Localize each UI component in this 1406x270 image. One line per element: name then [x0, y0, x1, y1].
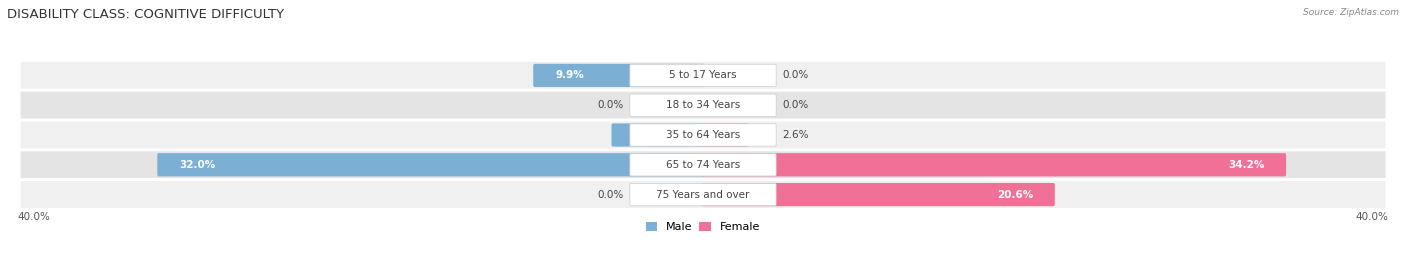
FancyBboxPatch shape: [20, 90, 1386, 120]
FancyBboxPatch shape: [630, 154, 776, 176]
Text: 40.0%: 40.0%: [17, 212, 51, 222]
Text: 0.0%: 0.0%: [782, 100, 808, 110]
FancyBboxPatch shape: [630, 64, 776, 87]
Text: 9.9%: 9.9%: [555, 70, 583, 80]
Text: 75 Years and over: 75 Years and over: [657, 190, 749, 200]
FancyBboxPatch shape: [630, 94, 776, 116]
FancyBboxPatch shape: [702, 153, 1286, 176]
Text: 32.0%: 32.0%: [179, 160, 215, 170]
Text: 65 to 74 Years: 65 to 74 Years: [666, 160, 740, 170]
Legend: Male, Female: Male, Female: [641, 217, 765, 237]
Text: 20.6%: 20.6%: [997, 190, 1033, 200]
Text: 2.6%: 2.6%: [782, 130, 808, 140]
FancyBboxPatch shape: [630, 124, 776, 146]
Text: 0.0%: 0.0%: [598, 190, 624, 200]
FancyBboxPatch shape: [157, 153, 704, 176]
Text: 34.2%: 34.2%: [1227, 160, 1264, 170]
FancyBboxPatch shape: [20, 180, 1386, 210]
FancyBboxPatch shape: [630, 183, 776, 206]
Text: 18 to 34 Years: 18 to 34 Years: [666, 100, 740, 110]
FancyBboxPatch shape: [533, 64, 704, 87]
FancyBboxPatch shape: [20, 120, 1386, 150]
Text: 5 to 17 Years: 5 to 17 Years: [669, 70, 737, 80]
Text: 0.0%: 0.0%: [782, 70, 808, 80]
Text: 35 to 64 Years: 35 to 64 Years: [666, 130, 740, 140]
FancyBboxPatch shape: [702, 183, 1054, 206]
Text: DISABILITY CLASS: COGNITIVE DIFFICULTY: DISABILITY CLASS: COGNITIVE DIFFICULTY: [7, 8, 284, 21]
Text: 0.0%: 0.0%: [598, 100, 624, 110]
FancyBboxPatch shape: [20, 60, 1386, 90]
Text: 40.0%: 40.0%: [1355, 212, 1389, 222]
FancyBboxPatch shape: [702, 123, 748, 147]
Text: 5.3%: 5.3%: [633, 130, 662, 140]
Text: Source: ZipAtlas.com: Source: ZipAtlas.com: [1303, 8, 1399, 17]
FancyBboxPatch shape: [20, 150, 1386, 180]
FancyBboxPatch shape: [612, 123, 704, 147]
